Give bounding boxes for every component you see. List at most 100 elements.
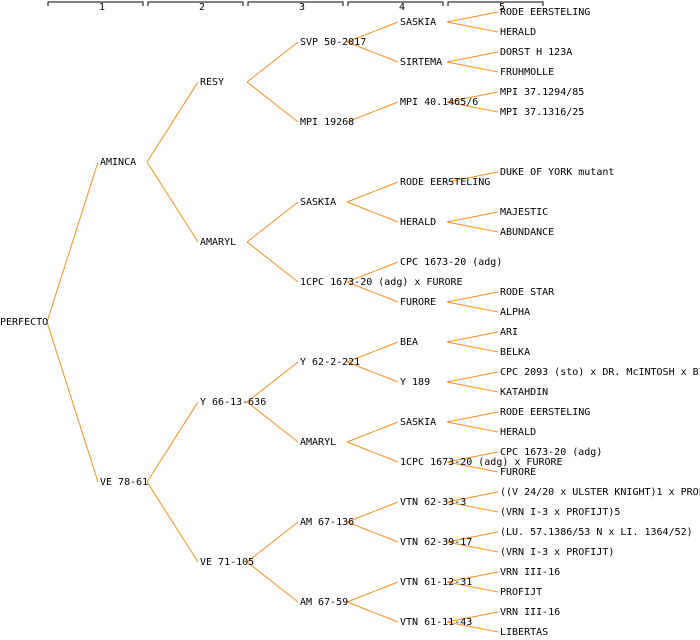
pedigree-edge: [346, 421, 399, 443]
ancestor-name: (VRN I-3 x PROFIJT)5: [500, 507, 620, 518]
ancestor-name: VE 71-105: [200, 557, 254, 568]
pedigree-edge: [446, 291, 499, 303]
pedigree-edge: [346, 361, 399, 383]
ancestor-name: BEA: [400, 337, 418, 348]
column-bracket: [47, 1, 144, 6]
pedigree-edge: [246, 241, 299, 283]
pedigree-edge: [346, 601, 399, 623]
ancestor-name: ((V 24/20 x ULSTER KNIGHT)1 x PROFIJT: [500, 487, 700, 498]
ancestor-name: AMARYL: [200, 237, 236, 248]
pedigree-edge: [446, 411, 499, 423]
ancestor-name: BELKA: [500, 347, 530, 358]
ancestor-name: ABUNDANCE: [500, 227, 554, 238]
column-number: 2: [199, 2, 205, 13]
ancestor-name: SIRTEMA: [400, 57, 442, 68]
ancestor-name: KATAHDIN: [500, 387, 548, 398]
pedigree-edge: [446, 611, 499, 623]
pedigree-edge: [246, 361, 299, 403]
pedigree-edge: [446, 21, 499, 33]
pedigree-edge: [446, 301, 499, 313]
pedigree-edge: [346, 21, 399, 43]
pedigree-edge: [246, 521, 299, 563]
pedigree-edge: [446, 101, 499, 113]
ancestor-name: AMINCA: [100, 157, 136, 168]
ancestor-name: 1CPC 1673-20 (adg) x FURORE: [300, 277, 463, 288]
pedigree-edge: [446, 371, 499, 383]
column-number: 3: [299, 2, 305, 13]
pedigree-edge: [46, 161, 99, 323]
pedigree-edge: [446, 621, 499, 633]
pedigree-edge: [346, 181, 399, 203]
pedigree-edge: [146, 401, 199, 483]
ancestor-name: RODE STAR: [500, 287, 555, 298]
ancestor-name: CPC 1673-20 (adg): [400, 257, 502, 268]
ancestor-name: HERALD: [500, 427, 536, 438]
pedigree-edge: [46, 321, 99, 483]
pedigree-edge: [146, 161, 199, 243]
ancestor-link[interactable]: MPI 19268: [300, 117, 354, 128]
column-number: 5: [499, 2, 505, 13]
pedigree-edge: [346, 101, 399, 123]
pedigree-edge: [446, 51, 499, 63]
ancestor-name: RODE EERSTELING: [500, 407, 590, 418]
column-bracket: [347, 1, 444, 6]
ancestor-name: MPI 37.1316/25: [500, 107, 584, 118]
pedigree-edge: [446, 221, 499, 233]
pedigree-edge: [346, 521, 399, 543]
pedigree-edge: [246, 201, 299, 243]
pedigree-edge: [146, 481, 199, 563]
pedigree-edge: [446, 451, 499, 463]
ancestor-name: AM 67-136: [300, 517, 354, 528]
pedigree-edge: [246, 561, 299, 603]
pedigree-edge: [446, 461, 499, 473]
pedigree-edge: [446, 531, 499, 543]
pedigree-edge: [446, 491, 499, 503]
pedigree-edge: [346, 341, 399, 363]
ancestor-name: SASKIA: [300, 197, 336, 208]
pedigree-edge: [346, 581, 399, 603]
ancestor-name: RODE EERSTELING: [500, 7, 590, 18]
pedigree-edge: [446, 571, 499, 583]
ancestor-name: HERALD: [400, 217, 436, 228]
ancestor-name: VRN III-16: [500, 567, 560, 578]
ancestor-name: SVP 50-2017: [300, 37, 366, 48]
pedigree-edge: [346, 501, 399, 523]
ancestor-name: MPI 40.1465/6: [400, 97, 478, 108]
ancestor-name: MAJESTIC: [500, 207, 548, 218]
pedigree-edge: [346, 441, 399, 463]
pedigree-edge: [446, 501, 499, 513]
ancestor-name: LIBERTAS: [500, 627, 548, 638]
pedigree-edge: [346, 261, 399, 283]
ancestor-name: VTN 61-12-31: [400, 577, 472, 588]
pedigree-edge: [446, 541, 499, 553]
ancestor-name: AMARYL: [300, 437, 336, 448]
ancestor-name: Y 62-2-221: [300, 357, 360, 368]
ancestor-name: DORST H 123A: [500, 47, 572, 58]
pedigree-edge: [346, 201, 399, 223]
ancestor-name: FRUHMOLLE: [500, 67, 554, 78]
ancestor-name: MPI 37.1294/85: [500, 87, 584, 98]
ancestor-name: SASKIA: [400, 17, 436, 28]
column-number: 4: [399, 2, 405, 13]
ancestor-name: FURORE: [400, 297, 436, 308]
pedigree-edge: [446, 91, 499, 103]
ancestor-name: (LU. 57.1386/53 N x LI. 1364/52): [500, 527, 693, 538]
column-number: 1: [99, 2, 105, 13]
ancestor-name: SASKIA: [400, 417, 436, 428]
ancestor-name: RODE EERSTELING: [400, 177, 490, 188]
pedigree-edge: [446, 581, 499, 593]
ancestor-name: RESY: [200, 77, 224, 88]
ancestor-name: CPC 1673-20 (adg): [500, 447, 602, 458]
ancestor-name: VE 78-61: [100, 477, 148, 488]
pedigree-edge: [246, 401, 299, 443]
pedigree-edge: [346, 41, 399, 63]
ancestor-name: DUKE OF YORK mutant: [500, 167, 614, 178]
pedigree-edge: [346, 281, 399, 303]
ancestor-name: FURORE: [500, 467, 536, 478]
ancestor-name: HERALD: [500, 27, 536, 38]
ancestor-name: AM 67-59: [300, 597, 348, 608]
ancestor-name: VTN 61-11-43: [400, 617, 472, 628]
column-bracket: [247, 1, 344, 6]
pedigree-edge: [246, 81, 299, 123]
